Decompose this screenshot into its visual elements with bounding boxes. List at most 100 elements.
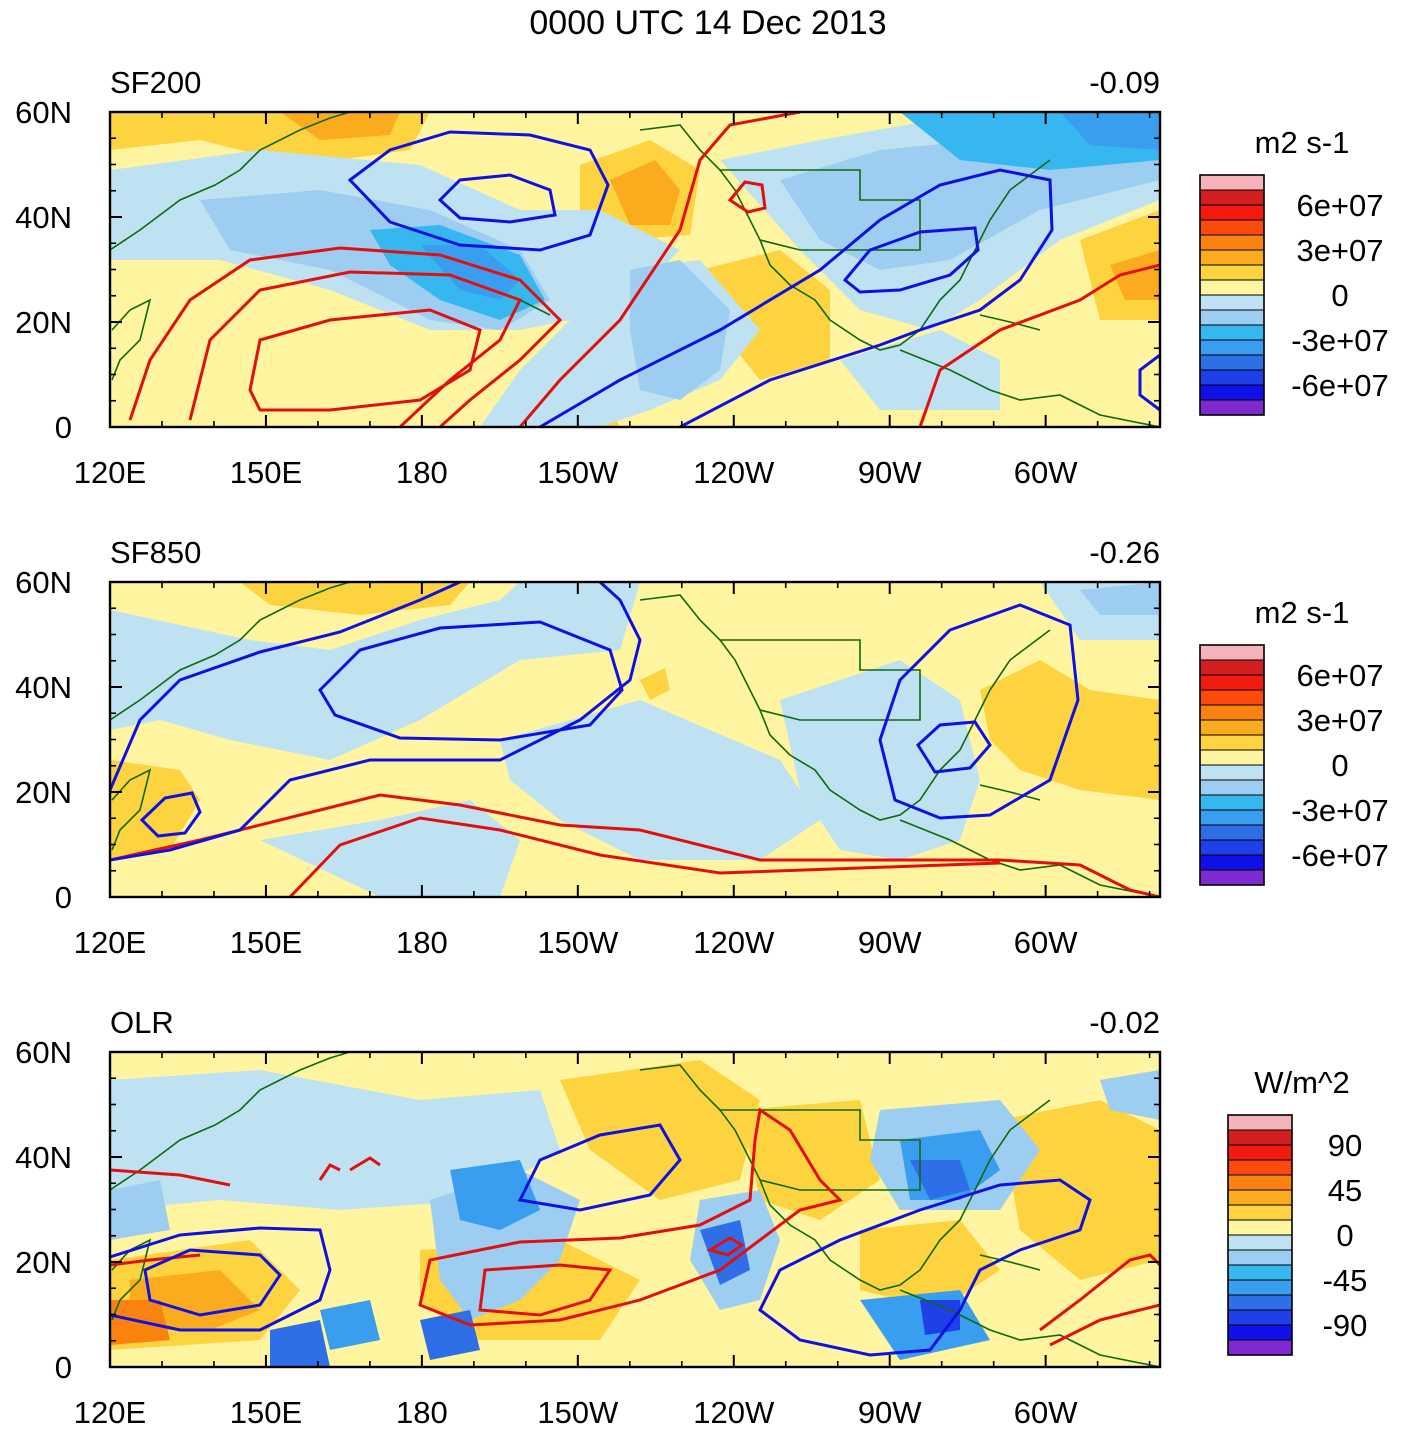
panel-sf200: SF200 -0.09	[108, 65, 1162, 429]
colorbar-swatch	[1199, 174, 1265, 191]
colorbar-swatch	[1227, 1234, 1293, 1251]
colorbar-units: W/m^2	[1254, 1065, 1349, 1100]
colorbar-swatch	[1199, 399, 1265, 416]
colorbar-swatch	[1227, 1219, 1293, 1236]
y-tick-label: 40N	[15, 1140, 72, 1175]
colorbar-label: -45	[1323, 1263, 1368, 1298]
x-tick-label: 90W	[858, 1395, 922, 1430]
colorbar-label: -3e+07	[1291, 793, 1388, 828]
correlation-value: -0.09	[1089, 65, 1160, 100]
x-tick-label: 150E	[230, 925, 302, 960]
y-tick-label: 0	[55, 410, 72, 445]
colorbar-swatch	[1227, 1309, 1293, 1326]
colorbar-swatch	[1199, 204, 1265, 221]
colorbar: W/m^2 90 45 0 -45 -90	[1227, 1065, 1368, 1356]
colorbar-swatch	[1199, 854, 1265, 871]
y-tick-label: 60N	[15, 95, 72, 130]
colorbar-frame	[1227, 1114, 1293, 1356]
coastlines	[110, 582, 1160, 897]
colorbar-swatch	[1227, 1324, 1293, 1341]
x-tick-label: 120W	[693, 925, 775, 960]
colorbar-swatch	[1227, 1189, 1293, 1206]
colorbar-swatch	[1227, 1294, 1293, 1311]
correlation-value: -0.26	[1089, 535, 1160, 570]
contours	[110, 582, 1160, 897]
colorbar-swatch	[1199, 279, 1265, 296]
x-tick-label: 60W	[1014, 455, 1078, 490]
y-tick-label: 20N	[15, 1245, 72, 1280]
colorbar: m2 s-1 6e+07 3e+07 0 -3e+07 -6e+07	[1199, 125, 1389, 416]
colorbar-swatch	[1199, 749, 1265, 766]
x-tick-label: 180	[396, 925, 448, 960]
x-tick-label: 180	[396, 455, 448, 490]
colorbar-swatch	[1227, 1114, 1293, 1131]
colorbar-swatch	[1199, 354, 1265, 371]
colorbar-swatch	[1227, 1264, 1293, 1281]
colorbar-label: -3e+07	[1291, 323, 1388, 358]
colorbar-frame	[1199, 644, 1265, 886]
colorbar-swatch	[1199, 779, 1265, 796]
y-tick-label: 40N	[15, 200, 72, 235]
colorbar-swatch	[1199, 704, 1265, 721]
colorbar-label: 90	[1328, 1128, 1362, 1163]
y-tick-label: 40N	[15, 670, 72, 705]
colorbar-swatch	[1199, 809, 1265, 826]
colorbar-label: -6e+07	[1291, 838, 1388, 873]
colorbar-layer: m2 s-1 6e+07 3e+07 0 -3e+07 -6e+07 m2 s-1 6e+07…	[1199, 125, 1389, 1356]
colorbar-label: 6e+07	[1296, 658, 1383, 693]
colorbar-swatch	[1199, 339, 1265, 356]
y-tick-label: 60N	[15, 565, 72, 600]
colorbar-label: 0	[1336, 1218, 1353, 1253]
x-tick-label: 120E	[74, 1395, 146, 1430]
colorbar-swatch	[1199, 839, 1265, 856]
colorbar-swatch	[1227, 1144, 1293, 1161]
colorbar-swatch	[1199, 734, 1265, 751]
colorbar-swatch	[1199, 294, 1265, 311]
x-tick-label: 60W	[1014, 1395, 1078, 1430]
y-tick-label: 0	[55, 1350, 72, 1385]
panel-label: SF850	[110, 535, 201, 570]
y-tick-label: 60N	[15, 1035, 72, 1070]
colorbar: m2 s-1 6e+07 3e+07 0 -3e+07 -6e+07	[1199, 595, 1389, 886]
colorbar-label: 3e+07	[1296, 233, 1383, 268]
colorbar-swatch	[1227, 1279, 1293, 1296]
panel-label: SF200	[110, 65, 201, 100]
colorbar-label: 0	[1331, 748, 1348, 783]
contours	[110, 1107, 1160, 1357]
figure-title: 0000 UTC 14 Dec 2013	[529, 4, 886, 42]
colorbar-swatch	[1199, 644, 1265, 661]
colorbar-swatch	[1199, 689, 1265, 706]
colorbar-label: 45	[1328, 1173, 1362, 1208]
colorbar-label: 0	[1331, 278, 1348, 313]
x-tick-label: 150W	[537, 925, 619, 960]
colorbar-swatch	[1199, 659, 1265, 676]
x-tick-label: 90W	[858, 455, 922, 490]
x-tick-label: 60W	[1014, 925, 1078, 960]
colorbar-swatch	[1199, 234, 1265, 251]
y-tick-label: 20N	[15, 775, 72, 810]
colorbar-label: -90	[1323, 1308, 1368, 1343]
x-tick-label: 90W	[858, 925, 922, 960]
coastlines	[110, 112, 1160, 427]
x-tick-label: 120E	[74, 925, 146, 960]
colorbar-label: 6e+07	[1296, 188, 1383, 223]
colorbar-swatch	[1199, 794, 1265, 811]
colorbar-swatch	[1199, 384, 1265, 401]
colorbar-swatch	[1199, 264, 1265, 281]
x-tick-label: 120E	[74, 455, 146, 490]
panel-label: OLR	[110, 1005, 174, 1040]
colorbar-swatch	[1199, 369, 1265, 386]
y-tick-label: 0	[55, 880, 72, 915]
x-tick-label: 180	[396, 1395, 448, 1430]
colorbar-swatch	[1227, 1174, 1293, 1191]
panel-sf850: SF850 -0.26	[108, 535, 1162, 899]
shaded-field	[110, 582, 1160, 897]
colorbar-swatch	[1227, 1159, 1293, 1176]
x-tick-label: 150W	[537, 455, 619, 490]
x-tick-label: 150E	[230, 455, 302, 490]
colorbar-units: m2 s-1	[1255, 125, 1350, 160]
correlation-value: -0.02	[1089, 1005, 1160, 1040]
colorbar-swatch	[1199, 309, 1265, 326]
